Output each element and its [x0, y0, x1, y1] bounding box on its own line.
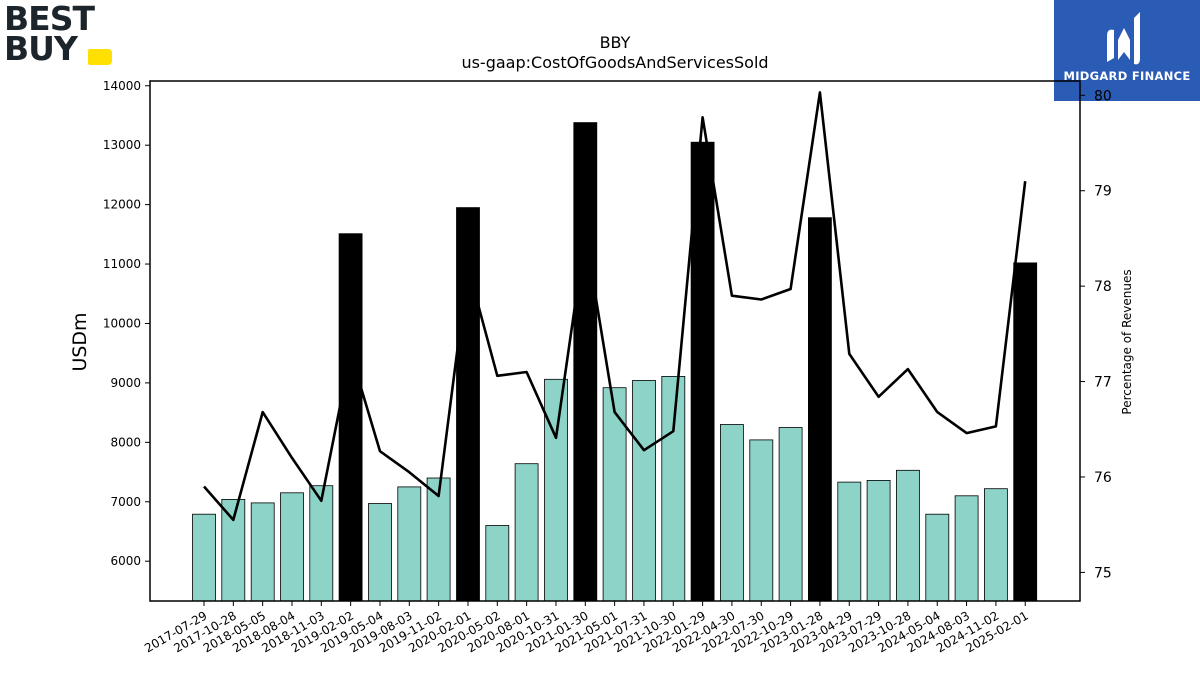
best-buy-logo: BEST BUY: [4, 0, 114, 68]
plot-area: 6000 7000 8000 9000 10000 11000 12000 13000 1400…: [103, 79, 1112, 656]
bar: [192, 513, 216, 602]
price-tag-icon: [88, 49, 112, 65]
best-buy-logo-line2: BUY: [4, 29, 78, 68]
bar: [866, 479, 891, 602]
y2-tick-label: 76: [1094, 470, 1112, 486]
bar: [837, 481, 862, 602]
bar: [573, 122, 598, 602]
bar: [338, 233, 363, 602]
bar: [485, 525, 510, 602]
bar: [632, 380, 656, 602]
bar: [250, 502, 275, 602]
bar: [808, 217, 832, 602]
midgard-emblem-icon: [1107, 12, 1140, 65]
bar: [397, 486, 422, 602]
y-tick-label: 11000: [103, 257, 141, 271]
bar: [984, 488, 1008, 602]
best-buy-logo-line1: BEST: [4, 0, 95, 38]
bar: [544, 378, 568, 602]
y-tick-label: 14000: [103, 79, 141, 93]
y2-tick-label: 80: [1094, 88, 1112, 104]
y-tick-label: 8000: [110, 435, 141, 449]
bar: [514, 463, 539, 602]
midgard-finance-wordmark: MIDGARD FINANCE: [1063, 69, 1191, 83]
y2-axis-label: Percentage of Revenues: [1120, 269, 1134, 414]
y-tick-label: 10000: [103, 316, 141, 330]
y-tick-label: 6000: [110, 554, 141, 568]
bar: [309, 485, 334, 602]
y-tick-label: 12000: [103, 198, 141, 212]
chart-subtitle: us-gaap:CostOfGoodsAndServicesSold: [461, 53, 768, 72]
bar: [925, 513, 950, 602]
y-tick-label: 7000: [110, 495, 141, 509]
midgard-finance-logo: MIDGARD FINANCE: [1054, 0, 1200, 101]
bar: [280, 492, 304, 602]
bar: [661, 375, 686, 602]
y2-tick-label: 78: [1094, 279, 1112, 295]
bar: [778, 427, 803, 602]
bar: [954, 495, 979, 602]
y2-tick-label: 79: [1094, 184, 1112, 200]
bar: [896, 469, 920, 602]
y-axis-label: USDm: [69, 312, 91, 371]
y2-tick-label: 75: [1094, 565, 1112, 581]
bar: [749, 439, 774, 602]
bar: [602, 387, 627, 602]
y-tick-label: 9000: [110, 376, 141, 390]
bar: [720, 424, 744, 602]
plot-frame: [149, 80, 1081, 602]
y2-tick-label: 77: [1094, 375, 1112, 391]
bar: [1013, 262, 1038, 602]
series-line: [203, 91, 1027, 522]
bar: [368, 503, 392, 602]
chart-title: BBY: [600, 33, 631, 52]
y-tick-label: 13000: [103, 138, 141, 152]
bar: [221, 498, 246, 602]
